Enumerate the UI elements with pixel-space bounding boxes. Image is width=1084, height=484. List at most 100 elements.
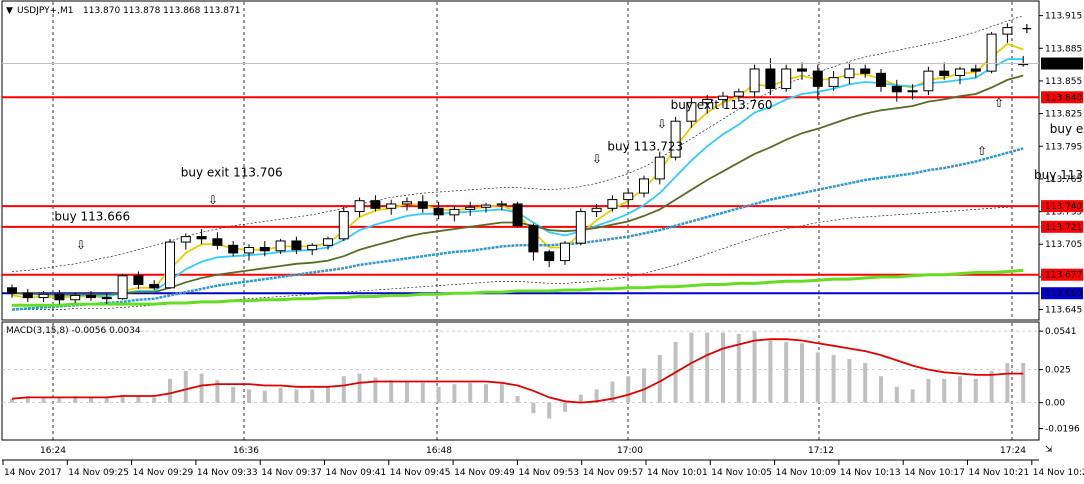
candle (749, 64, 760, 98)
candle (228, 240, 239, 257)
time-label-bottom: 14 Nov 10:17 (904, 468, 965, 478)
macd-histogram-bar (642, 368, 646, 403)
candle (781, 64, 792, 92)
macd-histogram-bar (1021, 363, 1026, 403)
bull-candle-body (402, 201, 412, 205)
time-label-top: 17:12 (808, 446, 834, 456)
time-label-bottom: 14 Nov 09:33 (197, 468, 258, 478)
macd-histogram-bar (547, 402, 552, 419)
bear-candle-body (812, 70, 823, 87)
candle (670, 116, 681, 161)
candle (528, 223, 539, 261)
candle (86, 291, 96, 301)
candle (291, 236, 302, 255)
arrow-down-icon: ⇩ (657, 117, 667, 131)
macd-histogram-bar (515, 396, 520, 403)
bear-candle-body (86, 294, 96, 299)
candle (607, 195, 618, 212)
bull-candle-body (907, 90, 918, 93)
bull-candle-body (749, 68, 760, 93)
bull-candle-body (781, 68, 792, 90)
bear-candle-body (939, 70, 950, 76)
bear-candle-body (970, 68, 981, 72)
macd-histogram-bar (183, 370, 188, 403)
time-label-top: 17:24 (1000, 446, 1026, 456)
current-price-box (1041, 57, 1083, 70)
candle (544, 249, 555, 268)
macd-histogram-bar (152, 397, 157, 403)
candle (117, 273, 128, 300)
time-label-top: 16:48 (426, 446, 452, 456)
candle (1002, 23, 1013, 43)
candle (180, 233, 191, 250)
bear-candle-body (196, 236, 207, 240)
macd-histogram-bar (610, 381, 615, 403)
level-price-box (1041, 200, 1083, 213)
macd-histogram-bar (879, 376, 883, 403)
bull-candle-body (591, 207, 602, 213)
crosshair-icon: + (1021, 21, 1033, 37)
candle (844, 62, 855, 85)
main-panel-border (1, 0, 1040, 321)
level-price-label: 113.660 (1045, 289, 1082, 299)
trade-annotation-label: buy exit 113.899 (1050, 122, 1084, 136)
macd-histogram-bar (247, 389, 251, 403)
candle (955, 66, 965, 85)
candle (828, 71, 839, 91)
trade-annotation-label: buy exit 113.760 (671, 98, 773, 112)
candle (623, 188, 634, 207)
candle (307, 243, 318, 256)
candle (891, 79, 902, 102)
macd-histogram-bar (57, 397, 62, 403)
bear-candle-body (212, 238, 223, 246)
macd-histogram-bar (389, 380, 394, 403)
candle (22, 288, 33, 302)
trade-annotation-label: buy exit 113.706 (181, 166, 283, 180)
macd-histogram-bar (705, 332, 710, 403)
candle (101, 293, 112, 305)
level-price-label: 113.677 (1045, 271, 1082, 281)
candle (1018, 55, 1029, 67)
macd-histogram-bar (10, 398, 14, 403)
macd-histogram-bar (847, 359, 852, 403)
candle (149, 280, 160, 290)
trade-annotations: buy 113.666 buy exit 113.706 buy 113.723 bu… (54, 21, 1084, 252)
macd-histogram-bar (357, 373, 362, 403)
candle (702, 95, 713, 114)
bull-candle-body (575, 211, 586, 244)
level-price-label: 113.721 (1045, 223, 1082, 233)
bear-candle-body (544, 251, 555, 262)
level-price-box (1041, 220, 1083, 233)
bull-candle-body (70, 294, 81, 301)
time-label-bottom: 14 Nov 10:13 (840, 468, 901, 478)
price-tick-label: 113.825 (1045, 110, 1082, 120)
macd-histogram-bar (420, 382, 425, 403)
macd-tick-label: 0.00 (1045, 399, 1065, 409)
price-tick-label: 113.735 (1045, 208, 1082, 218)
candle (465, 201, 476, 216)
macd-histogram-bar (341, 376, 346, 403)
candle (259, 240, 270, 257)
bull-candle-body (670, 120, 681, 158)
bear-candle-body (891, 85, 902, 93)
time-label-bottom: 14 Nov 10:09 (776, 468, 837, 478)
trade-annotation-label: buy 113.723 (607, 140, 683, 154)
bull-candle-body (828, 77, 839, 87)
macd-histogram-bar (310, 389, 315, 403)
candle (70, 293, 81, 304)
bear-candle-body (54, 293, 65, 301)
macd-histogram-bar (531, 402, 536, 414)
macd-histogram-bar (910, 389, 915, 403)
macd-histogram-bar (484, 384, 488, 403)
macd-histogram-bar (626, 376, 631, 403)
symbol-arrow-icon[interactable]: ▼ (6, 6, 13, 16)
bear-candle-body (101, 297, 112, 300)
candle (38, 291, 49, 302)
level-price-box (1041, 287, 1083, 300)
candle (575, 208, 586, 246)
moving-average-line (12, 268, 1024, 307)
candle (244, 244, 254, 261)
macd-histogram-bar (120, 394, 125, 403)
current-price-label: 113.871 (1045, 60, 1082, 70)
scroll-end-icon[interactable]: ⇲ (1045, 445, 1053, 455)
